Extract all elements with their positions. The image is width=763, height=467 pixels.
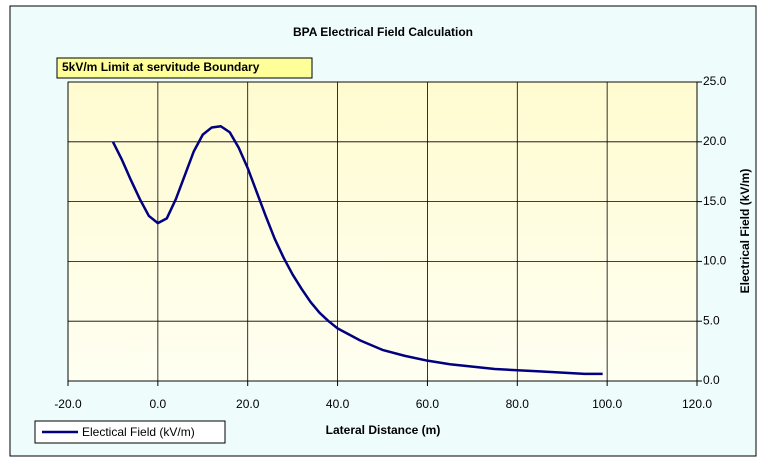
x-tick-label: 100.0 <box>592 397 622 411</box>
x-tick-label: -20.0 <box>54 397 82 411</box>
y-tick-label: 15.0 <box>703 194 727 208</box>
series-line <box>111 125 603 376</box>
legend <box>34 420 226 444</box>
plot-border <box>67 81 698 382</box>
chart-title: BPA Electrical Field Calculation <box>293 25 473 39</box>
x-tick-label: 0.0 <box>150 397 167 411</box>
y-tick-label: 5.0 <box>703 313 720 327</box>
legend-label: Electical Field (kV/m) <box>82 425 195 439</box>
x-tick-label: 120.0 <box>682 397 712 411</box>
annotation: 5kV/m Limit at servitude Boundary <box>62 60 260 74</box>
y-tick-label: 10.0 <box>703 254 727 268</box>
x-tick-label: 60.0 <box>416 397 440 411</box>
annotation-box <box>56 57 313 79</box>
x-tick-label: 20.0 <box>236 397 260 411</box>
y-axis-title: Electrical Field (kV/m) <box>738 169 752 294</box>
y-tick-label: 0.0 <box>703 373 720 387</box>
x-axis-title: Lateral Distance (m) <box>326 423 441 437</box>
x-tick-label: 80.0 <box>506 397 530 411</box>
y-tick-label: 20.0 <box>703 134 727 148</box>
x-tick-label: 40.0 <box>326 397 350 411</box>
y-tick-label: 25.0 <box>703 74 727 88</box>
plot-area <box>68 82 697 381</box>
